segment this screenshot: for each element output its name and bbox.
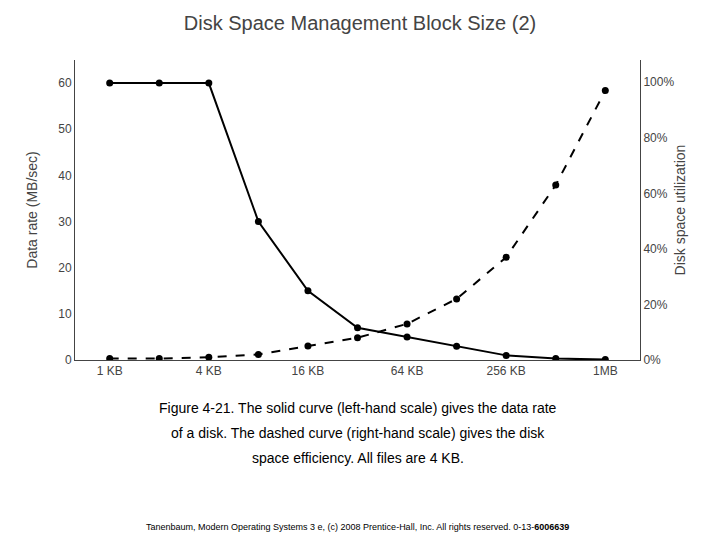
svg-text:60%: 60%: [643, 187, 667, 201]
svg-text:256 KB: 256 KB: [486, 364, 525, 378]
svg-text:0%: 0%: [643, 353, 661, 367]
svg-text:40: 40: [58, 169, 72, 183]
svg-text:4 KB: 4 KB: [196, 364, 222, 378]
svg-text:Disk space utilization: Disk space utilization: [672, 145, 688, 276]
svg-text:0: 0: [65, 353, 72, 367]
svg-text:1 KB: 1 KB: [97, 364, 123, 378]
svg-text:60: 60: [58, 76, 72, 90]
svg-text:40%: 40%: [643, 242, 667, 256]
svg-text:16 KB: 16 KB: [292, 364, 325, 378]
svg-text:10: 10: [58, 307, 72, 321]
svg-text:Figure 4-21. The solid curve (: Figure 4-21. The solid curve (left-hand …: [159, 400, 557, 416]
svg-text:space efficiency. All files ar: space efficiency. All files are 4 KB.: [252, 450, 464, 466]
svg-text:20: 20: [58, 261, 72, 275]
svg-text:30: 30: [58, 215, 72, 229]
svg-text:64 KB: 64 KB: [391, 364, 424, 378]
svg-text:1MB: 1MB: [593, 364, 618, 378]
svg-text:100%: 100%: [643, 75, 674, 89]
svg-text:Disk Space Management Block Si: Disk Space Management Block Size (2): [184, 12, 536, 34]
svg-text:Tanenbaum, Modern Operating Sy: Tanenbaum, Modern Operating Systems 3 e,…: [146, 522, 569, 532]
svg-text:80%: 80%: [643, 131, 667, 145]
svg-text:of a disk. The dashed curve (r: of a disk. The dashed curve (right-hand …: [171, 425, 545, 441]
svg-text:Data rate (MB/sec): Data rate (MB/sec): [24, 151, 40, 268]
svg-text:20%: 20%: [643, 298, 667, 312]
svg-text:50: 50: [58, 122, 72, 136]
